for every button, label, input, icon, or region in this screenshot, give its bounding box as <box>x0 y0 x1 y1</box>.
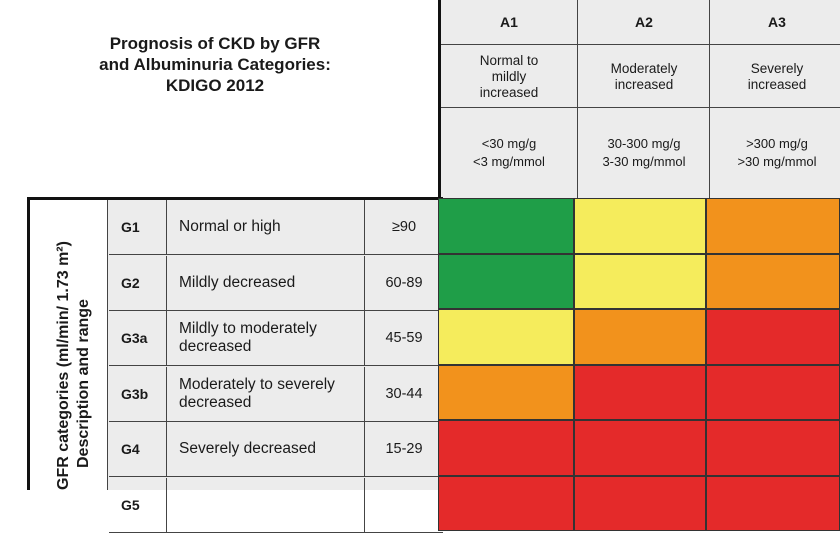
gfr-axis-label: GFR categories (ml/min/ 1.73 m²) Descrip… <box>30 200 108 490</box>
title-line-3: KDIGO 2012 <box>165 76 265 95</box>
albuminuria-range-line: >30 mg/mmol <box>737 154 817 169</box>
gfr-code: G2 <box>109 255 167 310</box>
albuminuria-column-a2: A2 Moderately increased 30-300 mg/g 3-30 mg/… <box>577 0 710 198</box>
gfr-range: 30-44 <box>385 385 423 402</box>
risk-cell-green <box>438 198 574 254</box>
gfr-description: Mildly to moderately decreased <box>167 311 365 365</box>
gfr-axis-label-line-1: GFR categories (ml/min/ 1.73 m²) <box>55 241 72 490</box>
gfr-range: 60-89 <box>385 274 423 291</box>
albuminuria-range-line: 30-300 mg/g <box>607 136 681 151</box>
gfr-range <box>365 478 443 532</box>
albuminuria-column-a3: A3 Severely increased >300 mg/g >30 mg/mmol <box>709 0 840 198</box>
albuminuria-range-line: 3-30 mg/mmol <box>602 154 686 169</box>
gfr-table: GFR categories (ml/min/ 1.73 m²) Descrip… <box>27 197 443 533</box>
risk-cell-red <box>574 420 706 476</box>
risk-cell-red <box>706 420 840 476</box>
gfr-row-g3a: G3a Mildly to moderately decreased 45-59 <box>109 311 443 366</box>
albuminuria-header: A1 Normal to mildly increased <30 mg/g <3 mg/… <box>438 0 840 201</box>
albuminuria-range: <30 mg/g <3 mg/mmol <box>441 110 577 196</box>
risk-cell-yellow <box>574 198 706 254</box>
gfr-range: 15-29 <box>385 441 423 457</box>
albuminuria-range-line: <3 mg/mmol <box>473 154 545 169</box>
albuminuria-description: Normal to mildly increased <box>441 46 577 108</box>
albuminuria-description-line: increased <box>747 76 807 92</box>
risk-cell-red <box>574 475 706 531</box>
gfr-row-g1: G1 Normal or high ≥90 <box>109 200 443 255</box>
risk-cell-orange <box>574 309 706 365</box>
risk-cell-red <box>706 364 840 420</box>
albuminuria-description-line: Moderately <box>610 60 678 76</box>
albuminuria-description-line: Severely <box>750 60 804 76</box>
title-line-1: Prognosis of CKD by GFR <box>109 34 321 53</box>
gfr-row-g5: G5 <box>109 477 443 533</box>
gfr-description: Normal or high <box>167 200 365 254</box>
risk-cell-green <box>438 253 574 309</box>
gfr-description <box>167 477 365 532</box>
gfr-description: Severely decreased <box>167 422 365 476</box>
gfr-code: G4 <box>109 422 167 476</box>
gfr-row-g4: G4 Severely decreased 15-29 <box>109 422 443 477</box>
risk-cell-orange <box>706 198 840 254</box>
risk-cell-orange <box>706 253 840 309</box>
albuminuria-range-line: <30 mg/g <box>481 136 537 151</box>
gfr-axis-label-line-2: Description and range <box>75 299 92 468</box>
risk-cell-yellow <box>574 253 706 309</box>
albuminuria-range-line: >300 mg/g <box>746 136 808 151</box>
albuminuria-description-line: mildly <box>491 68 527 84</box>
risk-cell-red <box>438 420 574 476</box>
gfr-row-g3b: G3b Moderately to severely decreased 30-44 <box>109 366 443 422</box>
albuminuria-code: A3 <box>710 0 840 45</box>
risk-cell-orange <box>438 364 574 420</box>
albuminuria-range: >300 mg/g >30 mg/mmol <box>710 110 840 196</box>
risk-cell-red <box>706 475 840 531</box>
risk-cell-red <box>574 364 706 420</box>
albuminuria-range: 30-300 mg/g 3-30 mg/mmol <box>578 110 710 196</box>
gfr-range: 45-59 <box>385 330 423 346</box>
title-line-2: and Albuminuria Categories: <box>99 55 331 74</box>
gfr-code: G3b <box>109 366 167 421</box>
albuminuria-description-line: increased <box>614 76 674 92</box>
gfr-description: Moderately to severely decreased <box>167 366 365 421</box>
gfr-code: G3a <box>109 311 167 365</box>
albuminuria-description-line: Normal to <box>479 52 539 68</box>
chart-title: Prognosis of CKD by GFR and Albuminuria … <box>60 33 370 96</box>
gfr-code: G5 <box>109 477 167 532</box>
albuminuria-description-line: increased <box>479 84 539 100</box>
gfr-description: Mildly decreased <box>167 255 365 310</box>
albuminuria-description: Severely increased <box>710 46 840 108</box>
risk-cell-red <box>706 309 840 365</box>
gfr-code: G1 <box>109 200 167 254</box>
gfr-row-g2: G2 Mildly decreased 60-89 <box>109 255 443 311</box>
albuminuria-code: A2 <box>578 0 710 45</box>
gfr-range: ≥90 <box>391 219 417 235</box>
risk-cell-yellow <box>438 309 574 365</box>
risk-cell-red <box>438 475 574 531</box>
albuminuria-code: A1 <box>441 0 577 45</box>
albuminuria-description: Moderately increased <box>578 46 710 108</box>
albuminuria-column-a1: A1 Normal to mildly increased <30 mg/g <3 mg/… <box>441 0 577 198</box>
